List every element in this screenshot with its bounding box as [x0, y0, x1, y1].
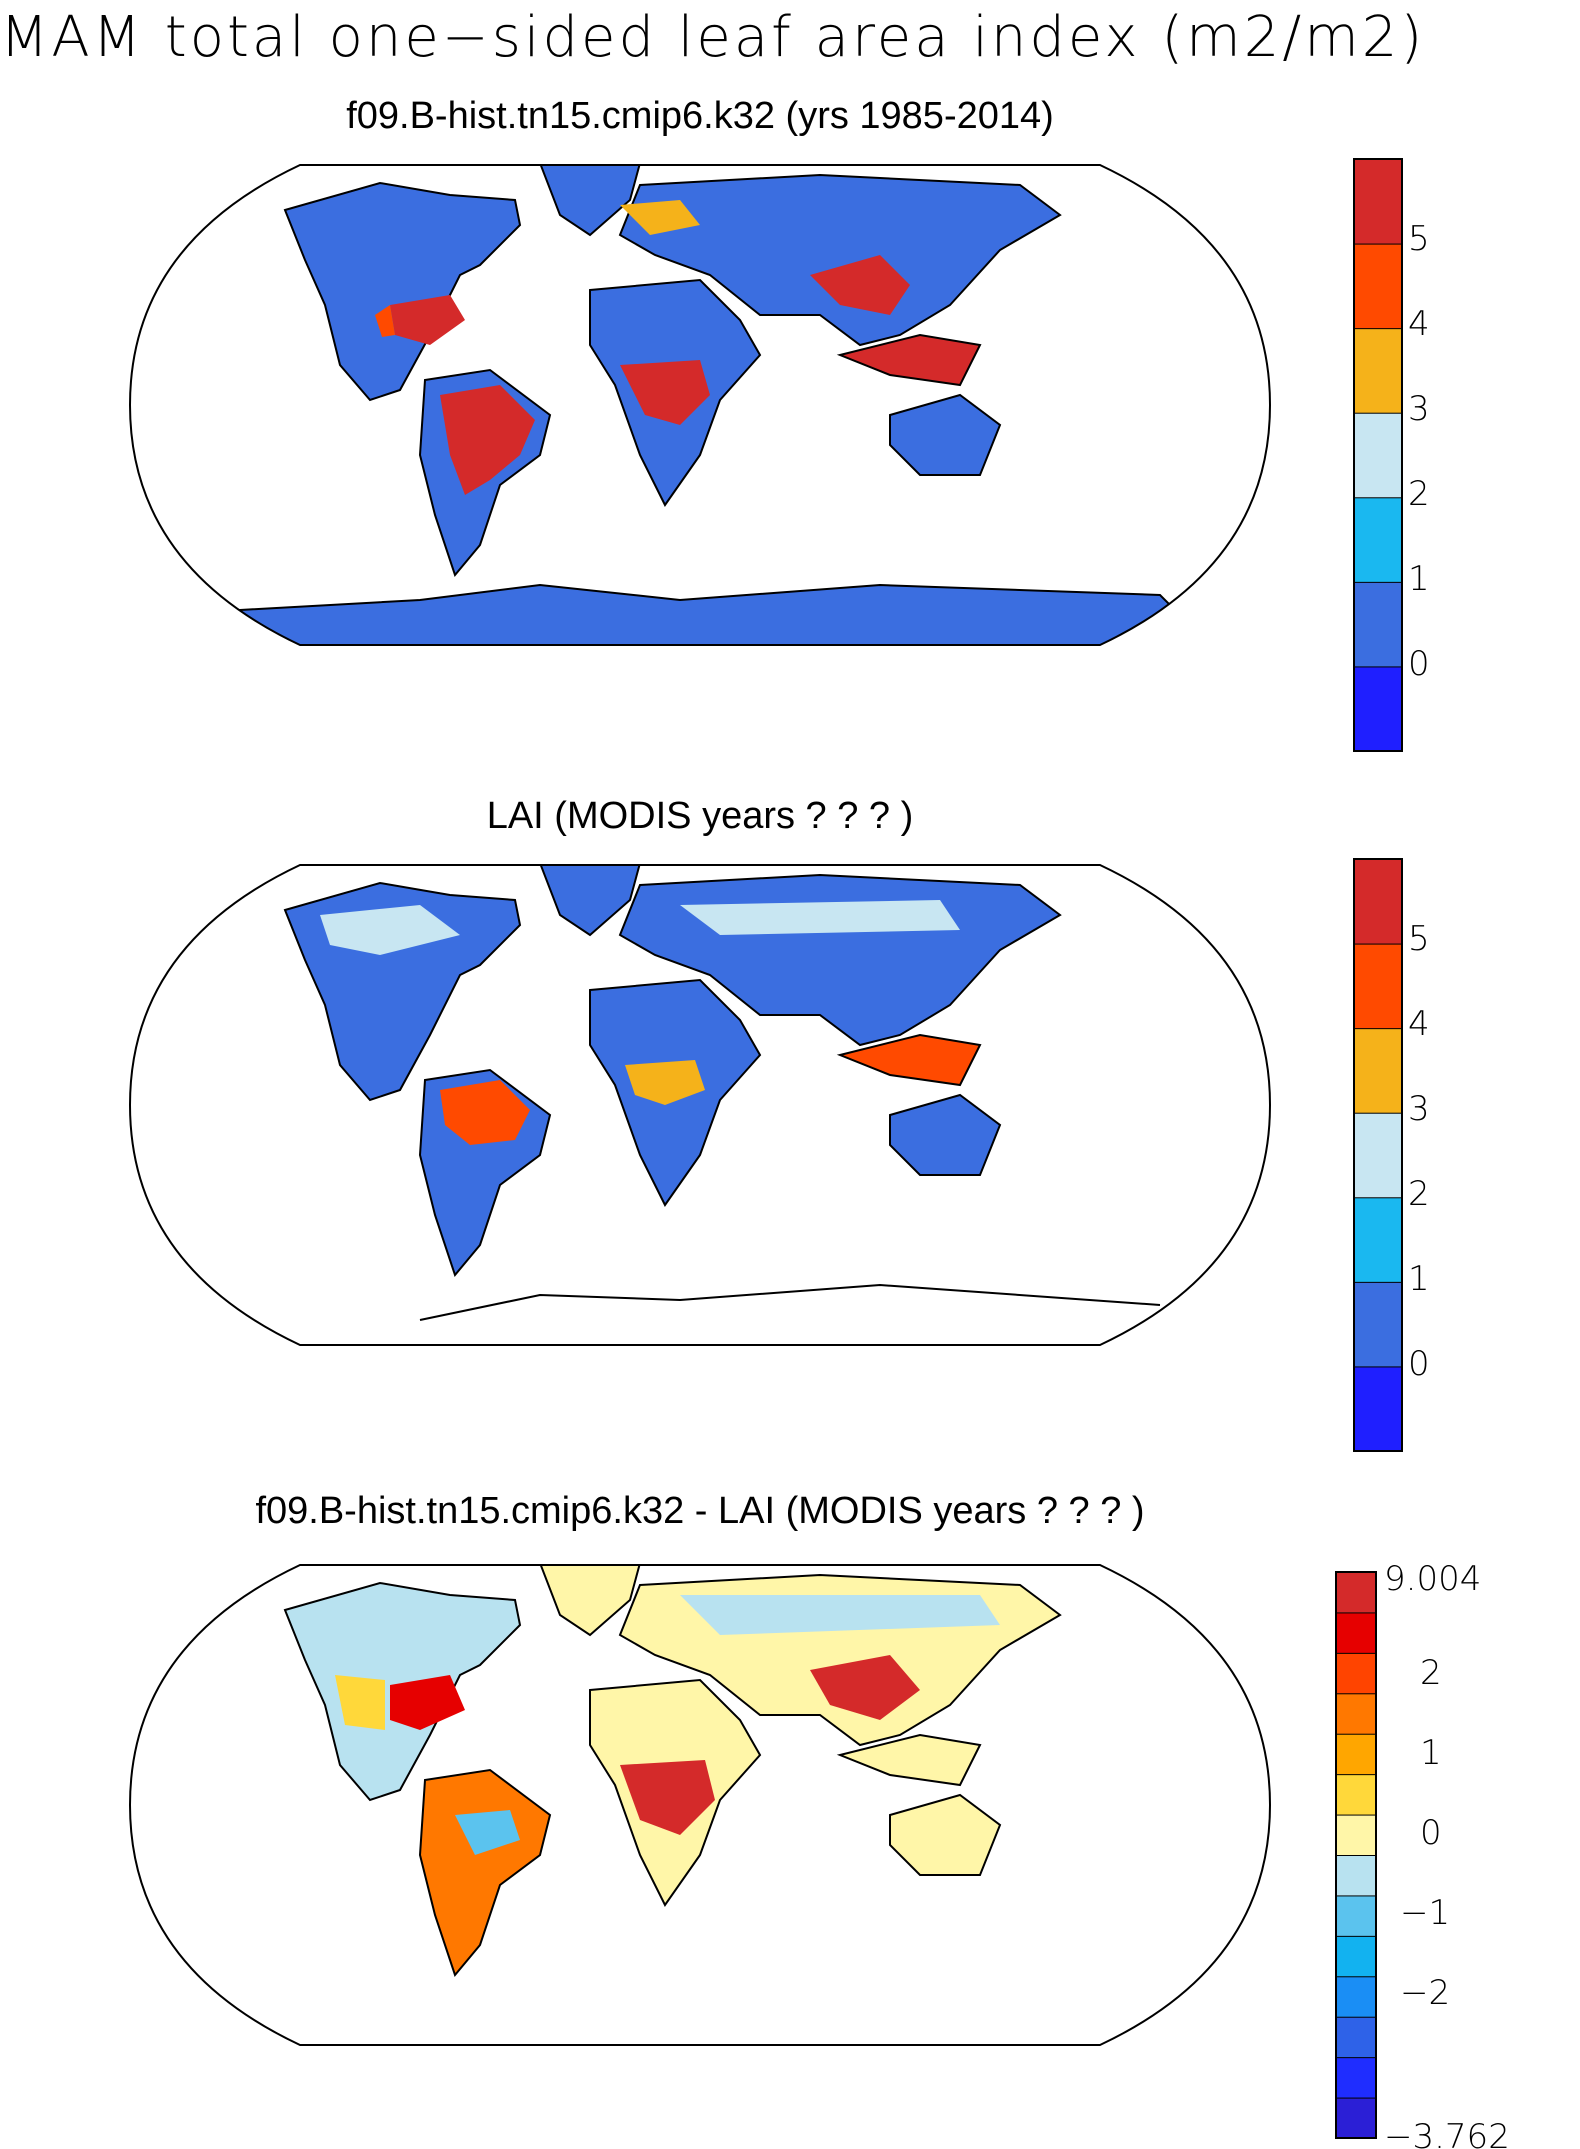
- colorbar-swatch: [1353, 581, 1403, 668]
- region-amazon: [440, 1080, 530, 1145]
- region-east-asia: [810, 255, 910, 315]
- colorbar-label: 2: [1408, 1174, 1430, 1214]
- region-amazon: [455, 1810, 520, 1855]
- panel-title: f09.B-hist.tn15.cmip6.k32 - LAI (MODIS y…: [255, 1490, 1145, 1532]
- colorbar-swatch: [1335, 1733, 1377, 1776]
- colorbar-label: −3.762: [1384, 2117, 1510, 2149]
- region-east-asia: [810, 1655, 920, 1720]
- region-eastern-us-edge: [375, 305, 395, 337]
- region-boreal-eurasia: [680, 900, 960, 935]
- colorbar-swatch: [1335, 1814, 1377, 1856]
- region-europe: [620, 200, 700, 235]
- colorbar-swatch: [1353, 1281, 1403, 1368]
- colorbar-label: 0: [1408, 644, 1430, 684]
- map-border: [128, 164, 1272, 646]
- colorbar-label: 0: [1420, 1813, 1442, 1853]
- colorbar-swatch: [1353, 1365, 1403, 1452]
- land-se-asia-islands: [836, 1033, 982, 1087]
- colorbar-swatches: [1353, 158, 1403, 752]
- land-greenland: [538, 165, 642, 237]
- region-boreal-north-america: [320, 905, 460, 955]
- region-eastern-us: [390, 1675, 465, 1730]
- map-border: [128, 1564, 1272, 2046]
- region-central-africa: [620, 1760, 715, 1835]
- land-north-america: [283, 181, 522, 402]
- colorbar-swatch: [1335, 1773, 1377, 1816]
- colorbar-swatch: [1335, 1571, 1377, 1614]
- colorbar-swatch: [1353, 243, 1403, 330]
- world-map: [128, 1564, 1272, 2046]
- colorbar-swatch: [1335, 2016, 1377, 2059]
- region-central-africa: [625, 1060, 705, 1105]
- colorbar-swatch: [1353, 858, 1403, 945]
- colorbar-border: [1353, 858, 1403, 1452]
- map-border: [128, 864, 1272, 1346]
- colorbar-label: 5: [1408, 219, 1430, 259]
- colorbar-swatch: [1353, 327, 1403, 414]
- colorbar-swatch: [1335, 2056, 1377, 2099]
- colorbar-swatch: [1335, 1894, 1377, 1937]
- colorbar-swatches: [1335, 1571, 1377, 2139]
- colorbar-label: 1: [1408, 1259, 1430, 1299]
- land-se-asia-islands: [836, 1733, 982, 1787]
- colorbar-label: 4: [1408, 1004, 1430, 1044]
- land-greenland: [538, 1565, 642, 1637]
- colorbar-swatch: [1353, 158, 1403, 245]
- colorbar-swatch: [1335, 1652, 1377, 1695]
- colorbar-label: 4: [1408, 304, 1430, 344]
- colorbar-label: 3: [1408, 389, 1430, 429]
- colorbar-swatch: [1335, 1975, 1377, 2018]
- land-se-asia-islands: [836, 333, 982, 387]
- colorbar-swatches: [1353, 858, 1403, 1452]
- colorbar-swatch: [1335, 1611, 1377, 1654]
- world-map: [128, 164, 1272, 646]
- colorbar-label: −2: [1400, 1973, 1450, 2013]
- colorbar-border: [1335, 1571, 1377, 2139]
- world-map: [128, 864, 1272, 1346]
- colorbar-swatch: [1335, 2097, 1377, 2139]
- colorbar: 9.004 2 1 0 −1 −2 −3.762: [1335, 1559, 1510, 2149]
- colorbar-labels: 5 4 3 2 1 0: [1408, 919, 1430, 1384]
- colorbar-swatch: [1353, 412, 1403, 499]
- colorbar-swatch: [1335, 1854, 1377, 1897]
- land-australia: [889, 1793, 1002, 1876]
- colorbar-border: [1353, 158, 1403, 752]
- colorbar-labels: 9.004 2 1 0 −1 −2 −3.762: [1384, 1559, 1510, 2149]
- colorbar-label: 9.004: [1384, 1559, 1481, 1599]
- colorbar-swatch: [1335, 1935, 1377, 1978]
- colorbar-swatch: [1335, 1692, 1377, 1735]
- land-south-america: [418, 1768, 552, 1978]
- region-western-us: [335, 1675, 385, 1730]
- colorbar-swatch: [1353, 496, 1403, 583]
- colorbar-labels: 5 4 3 2 1 0: [1408, 219, 1430, 684]
- colorbar-swatch: [1353, 1112, 1403, 1199]
- figure-title: MAM total one−sided leaf area index (m2/…: [0, 5, 1426, 70]
- colorbar-label: −1: [1400, 1893, 1450, 1933]
- region-eastern-us: [390, 295, 465, 345]
- land-australia: [889, 1093, 1002, 1176]
- colorbar-swatch: [1353, 1196, 1403, 1283]
- land-greenland: [538, 865, 642, 937]
- panel-title: LAI (MODIS years ? ? ? ): [486, 795, 914, 837]
- colorbar-label: 0: [1408, 1344, 1430, 1384]
- region-central-africa: [620, 360, 710, 425]
- colorbar-swatch: [1353, 665, 1403, 752]
- colorbar-swatch: [1353, 1027, 1403, 1114]
- colorbar-label: 2: [1420, 1653, 1442, 1693]
- colorbar-swatch: [1353, 943, 1403, 1030]
- land-eurasia: [618, 173, 1062, 347]
- coast-antarctica: [419, 1283, 1161, 1321]
- colorbar: 5 4 3 2 1 0: [1353, 158, 1430, 752]
- region-boreal-eurasia: [680, 1595, 1000, 1635]
- land-australia: [889, 393, 1002, 476]
- colorbar-label: 1: [1408, 559, 1430, 599]
- region-amazon: [440, 385, 535, 495]
- panel-title: f09.B-hist.tn15.cmip6.k32 (yrs 1985-2014…: [346, 95, 1054, 137]
- colorbar-label: 2: [1408, 474, 1430, 514]
- colorbar-label: 3: [1408, 1089, 1430, 1129]
- colorbar-label: 5: [1408, 919, 1430, 959]
- colorbar-label: 1: [1420, 1733, 1442, 1773]
- land-antarctica: [177, 583, 1223, 645]
- colorbar: 5 4 3 2 1 0: [1353, 858, 1430, 1452]
